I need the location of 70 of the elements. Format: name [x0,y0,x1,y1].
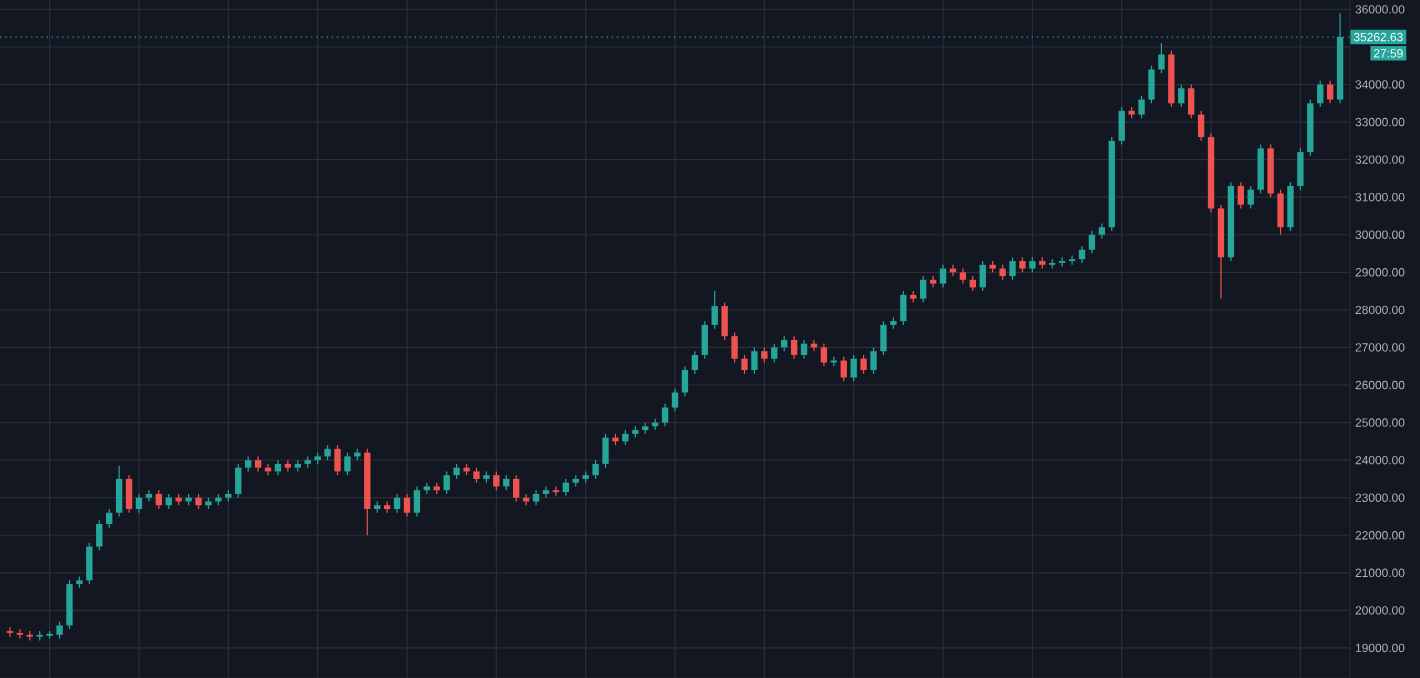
candlestick [115,465,123,518]
candlestick [900,290,907,326]
candlestick [1158,42,1165,74]
candlestick [850,354,857,382]
candlestick [979,260,986,292]
candlestick [493,470,500,491]
candlestick [1138,95,1145,119]
candlestick [1178,83,1185,108]
candlestick [235,463,242,499]
candlestick [1247,185,1254,210]
candlestick [145,489,153,503]
candlestick [731,331,738,364]
candlestick [771,343,778,364]
candlestick [602,433,609,469]
candlestick [403,493,411,518]
candlestick [711,290,718,330]
candlestick [1317,80,1324,108]
candlestick [1257,144,1264,195]
candlestick [1326,80,1334,104]
candlestick [820,343,828,367]
candlestick [334,444,341,476]
candlestick [860,354,867,375]
candlestick [751,346,758,375]
candlestick [1068,254,1076,266]
candlestick [800,339,808,360]
candlestick [1088,230,1096,255]
candlestick [1297,147,1304,191]
candlestick [1197,110,1205,142]
candlestick [6,626,14,638]
candlestick [135,493,143,514]
candlestick [1287,181,1294,232]
candlestick [66,579,73,630]
candlestick [413,485,421,518]
candlestick [16,628,24,640]
candlestick [1188,83,1195,119]
candlestick [939,264,947,288]
candlestick [284,459,292,473]
candlestick [393,493,401,514]
candlestick [870,346,877,375]
candlestick [721,301,728,341]
candlestick [929,275,937,288]
candlestick [691,350,699,375]
candlestick [383,500,391,514]
candlestick [542,485,550,499]
candlestick [1237,181,1244,210]
candlestick [671,388,679,412]
candlestick [661,403,669,427]
candlestick [96,519,103,551]
candlestick [880,320,887,356]
candlestick [741,354,748,375]
candlestick [1148,65,1155,104]
candlestick [513,474,520,503]
candlestick [552,485,560,497]
candlestick [1058,256,1066,268]
candlestick [1118,106,1125,146]
candlestick [155,489,162,510]
candlestick [919,275,927,303]
candlestick [443,470,450,495]
candlestick [1009,256,1016,281]
candlestick [1277,189,1284,236]
candlestick [86,542,93,585]
candlestick [701,320,708,360]
candlestick [106,508,113,529]
candlestick [840,356,847,382]
candlestick [592,459,599,480]
candlestick [344,452,351,476]
candlestick [125,474,133,514]
candlestick [681,365,689,397]
candlestick [1267,144,1274,198]
candlestick [790,335,798,360]
